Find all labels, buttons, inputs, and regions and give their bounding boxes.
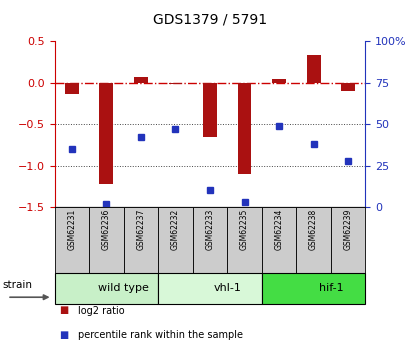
- Bar: [227, 207, 262, 273]
- Bar: [123, 207, 158, 273]
- Bar: [65, 83, 79, 93]
- Bar: [55, 207, 89, 273]
- Bar: [262, 273, 365, 304]
- Bar: [158, 273, 262, 304]
- Text: GSM62232: GSM62232: [171, 209, 180, 250]
- Bar: [238, 83, 252, 174]
- Text: log2 ratio: log2 ratio: [78, 306, 124, 315]
- Text: GSM62239: GSM62239: [344, 209, 353, 250]
- Text: strain: strain: [2, 280, 32, 289]
- Bar: [55, 273, 158, 304]
- Bar: [203, 83, 217, 137]
- Text: GSM62237: GSM62237: [136, 209, 145, 250]
- Bar: [100, 83, 113, 184]
- Text: GDS1379 / 5791: GDS1379 / 5791: [153, 12, 267, 26]
- Bar: [89, 207, 123, 273]
- Text: GSM62231: GSM62231: [67, 209, 76, 250]
- Text: GSM62233: GSM62233: [205, 209, 215, 250]
- Text: wild type: wild type: [98, 283, 149, 293]
- Bar: [297, 207, 331, 273]
- Bar: [272, 79, 286, 83]
- Bar: [193, 207, 227, 273]
- Text: ■: ■: [59, 306, 68, 315]
- Bar: [341, 83, 355, 91]
- Text: GSM62234: GSM62234: [275, 209, 284, 250]
- Text: hif-1: hif-1: [318, 283, 343, 293]
- Text: vhl-1: vhl-1: [213, 283, 241, 293]
- Bar: [331, 207, 365, 273]
- Bar: [134, 77, 148, 83]
- Bar: [158, 207, 193, 273]
- Text: percentile rank within the sample: percentile rank within the sample: [78, 330, 243, 339]
- Text: GSM62236: GSM62236: [102, 209, 111, 250]
- Text: GSM62235: GSM62235: [240, 209, 249, 250]
- Bar: [307, 55, 320, 83]
- Bar: [262, 207, 297, 273]
- Text: ■: ■: [59, 330, 68, 339]
- Text: GSM62238: GSM62238: [309, 209, 318, 250]
